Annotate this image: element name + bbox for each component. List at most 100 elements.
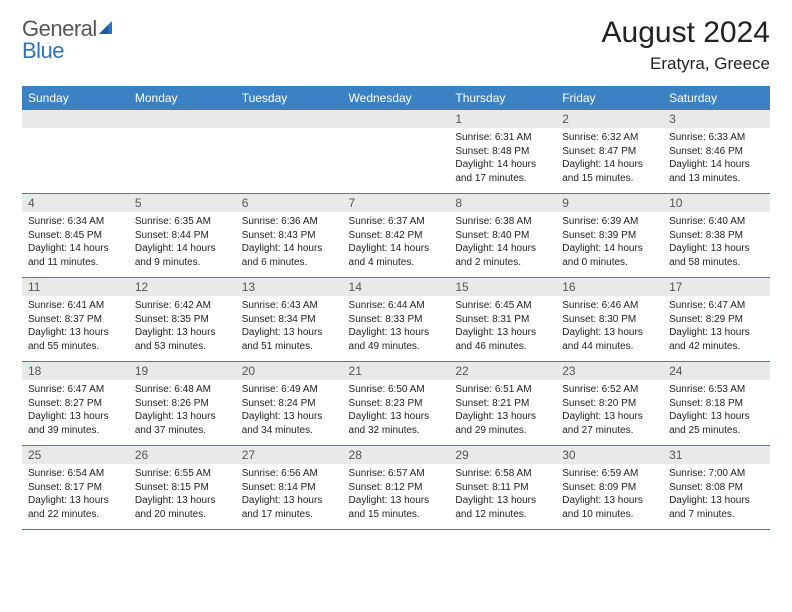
day-number: 1: [449, 110, 556, 128]
day-cell: Sunrise: 6:41 AMSunset: 8:37 PMDaylight:…: [22, 296, 129, 362]
daynum-cell: 14: [343, 278, 450, 297]
daylight-line: Daylight: 13 hours and 44 minutes.: [562, 326, 657, 353]
day-number: 28: [343, 446, 450, 464]
day-details: Sunrise: 6:49 AMSunset: 8:24 PMDaylight:…: [236, 380, 343, 445]
day-number: 11: [22, 278, 129, 296]
week-row: Sunrise: 6:47 AMSunset: 8:27 PMDaylight:…: [22, 380, 770, 446]
day-number: 22: [449, 362, 556, 380]
day-number: 20: [236, 362, 343, 380]
daylight-line: Daylight: 13 hours and 27 minutes.: [562, 410, 657, 437]
sunset-line: Sunset: 8:47 PM: [562, 145, 657, 159]
day-details: Sunrise: 6:35 AMSunset: 8:44 PMDaylight:…: [129, 212, 236, 277]
sunset-line: Sunset: 8:40 PM: [455, 229, 550, 243]
daynum-cell: 30: [556, 446, 663, 465]
week-row: Sunrise: 6:54 AMSunset: 8:17 PMDaylight:…: [22, 464, 770, 530]
daylight-line: Daylight: 13 hours and 15 minutes.: [349, 494, 444, 521]
day-number: 9: [556, 194, 663, 212]
day-cell: Sunrise: 6:57 AMSunset: 8:12 PMDaylight:…: [343, 464, 450, 530]
daylight-line: Daylight: 13 hours and 10 minutes.: [562, 494, 657, 521]
day-cell: [236, 128, 343, 194]
sunset-line: Sunset: 8:45 PM: [28, 229, 123, 243]
day-details: Sunrise: 6:54 AMSunset: 8:17 PMDaylight:…: [22, 464, 129, 529]
sunset-line: Sunset: 8:43 PM: [242, 229, 337, 243]
daylight-line: Daylight: 13 hours and 20 minutes.: [135, 494, 230, 521]
daynum-row: 11121314151617: [22, 278, 770, 297]
daynum-cell: 17: [663, 278, 770, 297]
weekday-header: Monday: [129, 86, 236, 110]
sunset-line: Sunset: 8:38 PM: [669, 229, 764, 243]
daylight-line: Daylight: 13 hours and 49 minutes.: [349, 326, 444, 353]
daylight-line: Daylight: 13 hours and 22 minutes.: [28, 494, 123, 521]
day-cell: Sunrise: 6:32 AMSunset: 8:47 PMDaylight:…: [556, 128, 663, 194]
day-number: 15: [449, 278, 556, 296]
sunset-line: Sunset: 8:21 PM: [455, 397, 550, 411]
day-cell: Sunrise: 6:31 AMSunset: 8:48 PMDaylight:…: [449, 128, 556, 194]
day-cell: Sunrise: 6:45 AMSunset: 8:31 PMDaylight:…: [449, 296, 556, 362]
daynum-cell: 27: [236, 446, 343, 465]
weekday-header: Thursday: [449, 86, 556, 110]
day-details: Sunrise: 6:51 AMSunset: 8:21 PMDaylight:…: [449, 380, 556, 445]
sunset-line: Sunset: 8:17 PM: [28, 481, 123, 495]
daynum-cell: 18: [22, 362, 129, 381]
daylight-line: Daylight: 14 hours and 2 minutes.: [455, 242, 550, 269]
day-cell: Sunrise: 6:54 AMSunset: 8:17 PMDaylight:…: [22, 464, 129, 530]
sunrise-line: Sunrise: 6:55 AM: [135, 467, 230, 481]
day-cell: Sunrise: 6:37 AMSunset: 8:42 PMDaylight:…: [343, 212, 450, 278]
sunrise-line: Sunrise: 6:36 AM: [242, 215, 337, 229]
day-details: Sunrise: 6:58 AMSunset: 8:11 PMDaylight:…: [449, 464, 556, 529]
day-number: 31: [663, 446, 770, 464]
day-number: 12: [129, 278, 236, 296]
week-row: Sunrise: 6:34 AMSunset: 8:45 PM Daylight:…: [22, 212, 770, 278]
day-cell: Sunrise: 6:53 AMSunset: 8:18 PMDaylight:…: [663, 380, 770, 446]
day-number: 17: [663, 278, 770, 296]
header: General August 2024 Eratyra, Greece: [22, 16, 770, 74]
logo-line2: Blue: [22, 38, 64, 64]
sunset-line: Sunset: 8:35 PM: [135, 313, 230, 327]
day-number: 29: [449, 446, 556, 464]
sunset-line: Sunset: 8:23 PM: [349, 397, 444, 411]
day-cell: [22, 128, 129, 194]
day-cell: Sunrise: 6:49 AMSunset: 8:24 PMDaylight:…: [236, 380, 343, 446]
sunset-line: Sunset: 8:27 PM: [28, 397, 123, 411]
day-details: Sunrise: 6:46 AMSunset: 8:30 PMDaylight:…: [556, 296, 663, 361]
sunrise-line: Sunrise: 6:54 AM: [28, 467, 123, 481]
day-cell: Sunrise: 6:43 AMSunset: 8:34 PMDaylight:…: [236, 296, 343, 362]
sunrise-line: Sunrise: 6:49 AM: [242, 383, 337, 397]
sunrise-line: Sunrise: 6:47 AM: [669, 299, 764, 313]
day-cell: Sunrise: 6:47 AMSunset: 8:29 PMDaylight:…: [663, 296, 770, 362]
daylight-line: Daylight: 14 hours and 15 minutes.: [562, 158, 657, 185]
daynum-cell: 13: [236, 278, 343, 297]
day-number: 21: [343, 362, 450, 380]
day-cell: Sunrise: 7:00 AMSunset: 8:08 PMDaylight:…: [663, 464, 770, 530]
sunset-line: Sunset: 8:15 PM: [135, 481, 230, 495]
daynum-cell: [236, 110, 343, 128]
sunrise-line: Sunrise: 6:33 AM: [669, 131, 764, 145]
daynum-row: 123: [22, 110, 770, 128]
daynum-cell: 8: [449, 194, 556, 213]
day-number: 4: [22, 194, 129, 212]
daylight-line: Daylight: 13 hours and 7 minutes.: [669, 494, 764, 521]
weekday-header: Tuesday: [236, 86, 343, 110]
day-cell: Sunrise: 6:40 AMSunset: 8:38 PMDaylight:…: [663, 212, 770, 278]
daylight-line: Daylight: 13 hours and 51 minutes.: [242, 326, 337, 353]
day-cell: Sunrise: 6:48 AMSunset: 8:26 PMDaylight:…: [129, 380, 236, 446]
day-cell: Sunrise: 6:51 AMSunset: 8:21 PMDaylight:…: [449, 380, 556, 446]
day-details: Sunrise: 6:53 AMSunset: 8:18 PMDaylight:…: [663, 380, 770, 445]
sunrise-line: Sunrise: 6:34 AM: [28, 215, 123, 229]
sunrise-line: Sunrise: 6:31 AM: [455, 131, 550, 145]
sunrise-line: Sunrise: 6:59 AM: [562, 467, 657, 481]
sunset-line: Sunset: 8:11 PM: [455, 481, 550, 495]
daynum-cell: 5: [129, 194, 236, 213]
sunset-line: Sunset: 8:09 PM: [562, 481, 657, 495]
day-cell: Sunrise: 6:33 AMSunset: 8:46 PMDaylight:…: [663, 128, 770, 194]
daynum-cell: [343, 110, 450, 128]
day-number: 3: [663, 110, 770, 128]
daynum-cell: 28: [343, 446, 450, 465]
sunrise-line: Sunrise: 6:50 AM: [349, 383, 444, 397]
day-details: Sunrise: 6:55 AMSunset: 8:15 PMDaylight:…: [129, 464, 236, 529]
day-cell: Sunrise: 6:55 AMSunset: 8:15 PMDaylight:…: [129, 464, 236, 530]
sunrise-line: Sunrise: 6:58 AM: [455, 467, 550, 481]
day-details: Sunrise: 6:44 AMSunset: 8:33 PMDaylight:…: [343, 296, 450, 361]
day-cell: [129, 128, 236, 194]
day-details: [22, 128, 129, 186]
